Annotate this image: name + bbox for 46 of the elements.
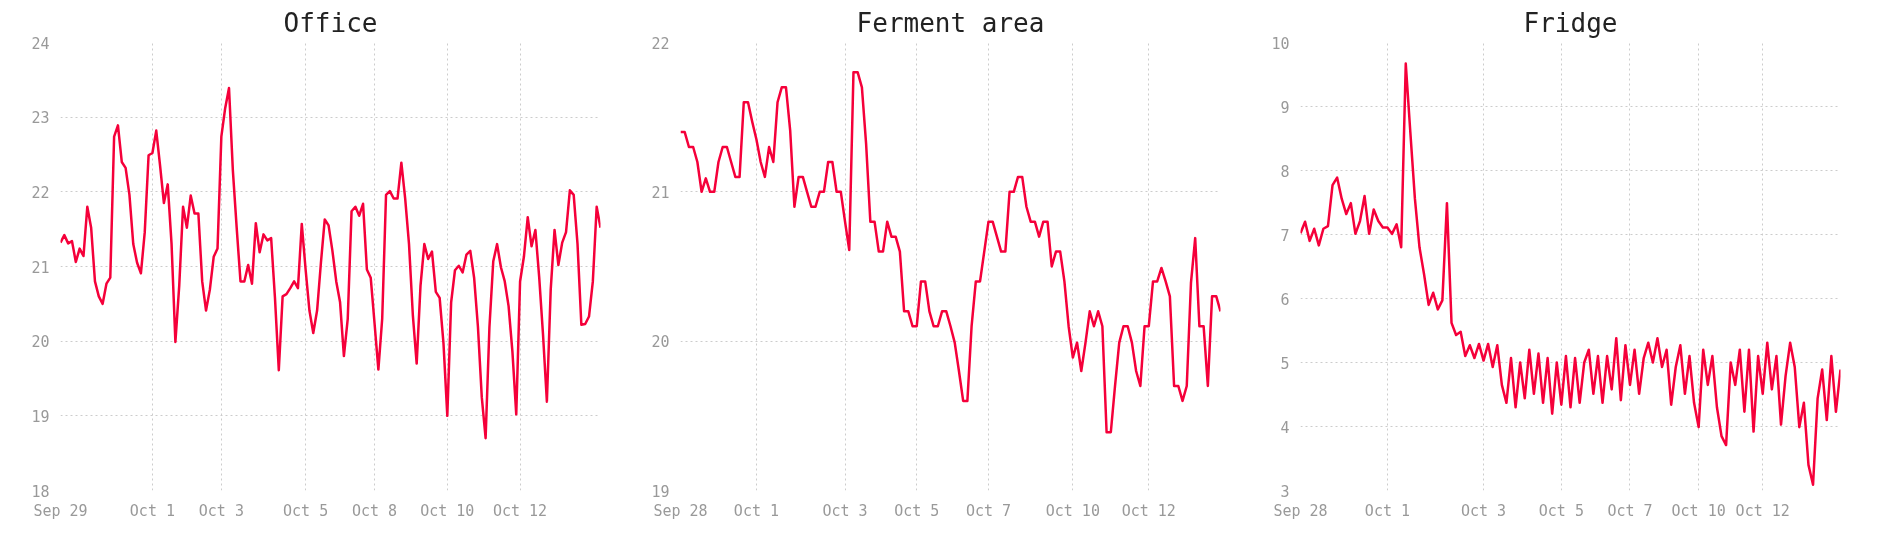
- x-tick-label: Oct 12: [1121, 501, 1176, 520]
- y-tick-label: 22: [31, 183, 50, 202]
- y-tick-label: 3: [1280, 482, 1290, 501]
- x-tick-label: Oct 7: [965, 501, 1012, 520]
- chart-title: Office: [283, 7, 378, 38]
- y-tick-label: 7: [1280, 226, 1290, 245]
- x-tick-label: Oct 5: [894, 501, 940, 520]
- x-tick-label: Oct 10: [420, 501, 475, 520]
- x-tick-label: Oct 5: [1538, 501, 1584, 520]
- y-tick-label: 18: [31, 482, 50, 501]
- x-tick-label: Oct 1: [1364, 501, 1411, 520]
- y-tick-label: 20: [31, 333, 50, 352]
- x-tick-label: Oct 3: [822, 501, 868, 520]
- x-tick-label: Oct 12: [492, 501, 548, 520]
- x-tick-label: Oct 3: [198, 501, 244, 520]
- y-tick-label: 5: [1280, 354, 1290, 373]
- y-tick-label: 19: [651, 482, 670, 501]
- y-tick-label: 22: [651, 34, 670, 53]
- chart-title: Ferment area: [856, 7, 1045, 38]
- x-tick-label: Oct 10: [1671, 501, 1726, 520]
- y-tick-label: 21: [31, 258, 50, 277]
- y-tick-label: 8: [1280, 162, 1290, 181]
- x-tick-label: Oct 1: [733, 501, 780, 520]
- line-series: [1300, 62, 1841, 486]
- line-series: [60, 86, 601, 440]
- y-tick-label: 23: [31, 109, 50, 128]
- chart-title: Fridge: [1523, 7, 1618, 38]
- y-tick-label: 21: [651, 183, 670, 202]
- x-tick-label: Oct 1: [129, 501, 175, 520]
- x-tick-label: Sep 28: [653, 501, 708, 520]
- x-tick-label: Oct 7: [1607, 501, 1653, 520]
- line-series: [680, 71, 1221, 434]
- y-tick-label: 19: [31, 407, 50, 426]
- y-tick-label: 10: [1271, 34, 1290, 53]
- x-tick-label: Sep 28: [1273, 501, 1328, 520]
- y-tick-label: 6: [1280, 290, 1290, 309]
- x-tick-label: Oct 3: [1460, 501, 1507, 520]
- x-tick-label: Oct 5: [283, 501, 329, 520]
- y-tick-label: 9: [1280, 98, 1290, 117]
- x-tick-label: Oct 10: [1045, 501, 1100, 520]
- y-tick-label: 24: [31, 34, 50, 53]
- x-tick-label: Oct 12: [1735, 501, 1790, 520]
- x-tick-label: Sep 29: [33, 501, 88, 520]
- y-tick-label: 20: [651, 333, 670, 352]
- x-tick-label: Oct 8: [351, 501, 398, 520]
- y-tick-label: 4: [1280, 418, 1290, 437]
